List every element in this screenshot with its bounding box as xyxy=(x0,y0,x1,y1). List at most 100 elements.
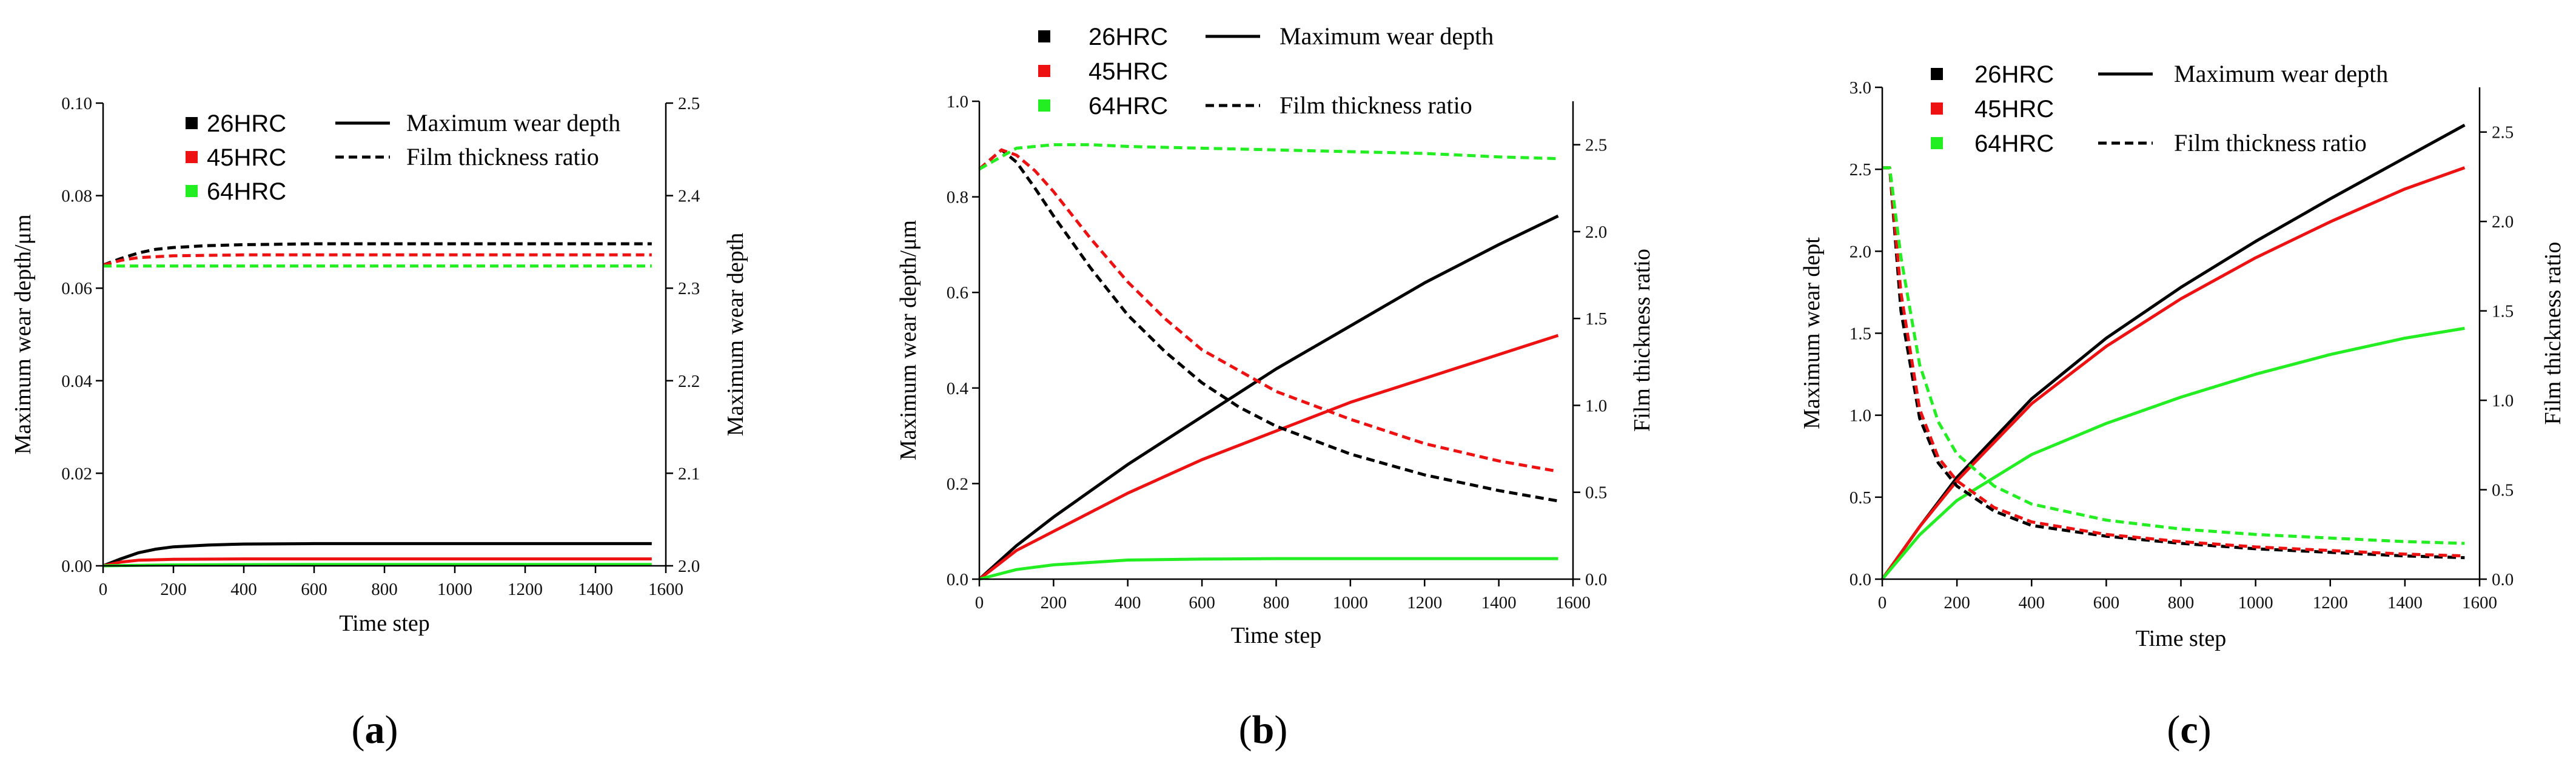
legend-marker-45HRC xyxy=(1931,102,1943,115)
y-axis-title-left: Maximum wear dept xyxy=(1799,237,1825,429)
legend-label-26HRC: 26HRC xyxy=(1974,61,2054,88)
x-axis-title: Time step xyxy=(339,611,430,636)
legend-marker-64HRC xyxy=(1931,137,1943,149)
y-axis-title-left: Maximum wear depth/μm xyxy=(10,214,36,454)
legend-film-thickness-label: Film thickness ratio xyxy=(1280,92,1472,119)
y-tick-label-right: 0.0 xyxy=(2492,570,2514,589)
legend-marker-64HRC xyxy=(1038,99,1050,112)
y-tick-label-left: 0.4 xyxy=(947,379,969,398)
x-tick-label: 400 xyxy=(1115,593,1141,613)
x-tick-label: 800 xyxy=(371,580,398,599)
legend-marker-64HRC xyxy=(186,185,198,197)
series-line-a-0 xyxy=(102,542,652,568)
x-tick-label: 1000 xyxy=(1333,593,1368,613)
series-line-c-0 xyxy=(1880,124,2466,580)
legend-marker-26HRC xyxy=(1931,68,1943,80)
legend-wear-depth-label: Maximum wear depth xyxy=(1280,22,1494,50)
series-line-c-3 xyxy=(1882,166,2465,560)
x-tick-label: 400 xyxy=(2019,593,2045,613)
series-line-b-1 xyxy=(978,334,1559,580)
x-tick-label: 400 xyxy=(230,580,257,599)
legend-marker-45HRC xyxy=(186,151,198,163)
y-tick-label-left: 0.0 xyxy=(947,570,968,589)
x-tick-label: 0 xyxy=(99,580,108,599)
legend-film-thickness-label: Film thickness ratio xyxy=(2174,129,2367,156)
x-tick-label: 1600 xyxy=(2462,593,2497,613)
x-tick-label: 600 xyxy=(1189,593,1215,613)
y-axis-title-right: Film thickness ratio xyxy=(1629,249,1655,432)
series-line-b-5 xyxy=(978,143,1558,170)
y-tick-label-right: 1.0 xyxy=(2492,391,2514,411)
legend-label-64HRC: 64HRC xyxy=(1088,93,1168,119)
x-tick-label: 800 xyxy=(1263,593,1290,613)
series-line-b-3 xyxy=(978,148,1558,503)
y-tick-label-right: 2.0 xyxy=(1585,223,1607,242)
legend-label-26HRC: 26HRC xyxy=(207,110,286,137)
x-tick-label: 600 xyxy=(301,580,327,599)
series-line-a-4 xyxy=(102,253,652,267)
y-tick-label-left: 0.2 xyxy=(947,474,968,494)
y-tick-label-right: 2.5 xyxy=(678,94,700,113)
series-line-c-2 xyxy=(1881,326,2465,580)
x-tick-label: 1000 xyxy=(437,580,472,599)
y-tick-label-left: 0.0 xyxy=(1850,570,1871,589)
legend-label-64HRC: 64HRC xyxy=(1974,130,2054,157)
y-tick-label-right: 2.4 xyxy=(678,187,700,206)
y-axis-title-right: Maximum wear depth xyxy=(723,233,748,437)
legend-wear-depth-label: Maximum wear depth xyxy=(406,109,620,136)
series-line-a-1 xyxy=(102,557,652,568)
legend-label-64HRC: 64HRC xyxy=(207,178,286,205)
y-tick-label-left: 1.0 xyxy=(947,92,968,112)
x-tick-label: 0 xyxy=(1878,593,1887,613)
x-tick-label: 200 xyxy=(160,580,187,599)
y-tick-label-right: 2.1 xyxy=(678,464,700,483)
y-tick-label-left: 1.5 xyxy=(1850,324,1871,344)
y-tick-label-right: 2.5 xyxy=(1585,136,1607,155)
y-tick-label-left: 0.5 xyxy=(1850,488,1871,508)
y-tick-label-left: 0.04 xyxy=(61,372,92,391)
y-tick-label-left: 0.02 xyxy=(61,464,92,483)
legend-label-26HRC: 26HRC xyxy=(1088,24,1168,50)
y-tick-label-left: 1.0 xyxy=(1850,406,1871,426)
x-tick-label: 0 xyxy=(975,593,984,613)
legend-label-45HRC: 45HRC xyxy=(1974,96,2054,123)
y-tick-label-left: 0.8 xyxy=(947,188,968,207)
x-tick-label: 1200 xyxy=(2313,593,2348,613)
y-tick-label-left: 2.5 xyxy=(1850,160,1871,180)
legend-marker-26HRC xyxy=(186,117,198,129)
series-line-c-1 xyxy=(1880,166,2466,580)
panel-label: (c) xyxy=(2167,708,2211,752)
x-tick-label: 600 xyxy=(2093,593,2120,613)
y-tick-label-right: 1.5 xyxy=(2492,302,2514,321)
y-tick-label-left: 0.10 xyxy=(61,94,92,113)
y-tick-label-left: 2.0 xyxy=(1850,242,1871,261)
y-tick-label-right: 0.5 xyxy=(2492,481,2514,500)
y-tick-label-left: 0.08 xyxy=(61,187,92,206)
x-tick-label: 1000 xyxy=(2238,593,2273,613)
y-tick-label-right: 2.0 xyxy=(678,557,700,576)
series-line-b-4 xyxy=(978,148,1558,473)
legend-label-45HRC: 45HRC xyxy=(207,144,286,171)
x-tick-label: 1200 xyxy=(508,580,543,599)
y-tick-label-left: 3.0 xyxy=(1850,78,1871,98)
y-tick-label-left: 0.06 xyxy=(61,279,92,298)
y-tick-label-right: 2.2 xyxy=(678,372,700,391)
series-line-b-0 xyxy=(978,214,1559,580)
x-tick-label: 1200 xyxy=(1407,593,1442,613)
y-tick-label-right: 0.0 xyxy=(1585,570,1607,589)
x-axis-title: Time step xyxy=(2136,626,2227,651)
y-axis-title-right: Film thickness ratio xyxy=(2540,242,2566,425)
y-axis-title-left: Maximum wear depth/μm xyxy=(896,220,921,460)
series-line-c-4 xyxy=(1882,166,2465,558)
y-tick-label-left: 0.00 xyxy=(61,557,92,576)
y-tick-label-right: 1.5 xyxy=(1585,309,1607,329)
y-tick-label-right: 2.3 xyxy=(678,279,700,298)
panel-b: 0 200 400 600 800 1000 1200 1400 1600 0.0 0.2 0.4 0.… xyxy=(896,22,1655,752)
y-tick-label-left: 0.6 xyxy=(947,283,968,303)
panel-c: 0 200 400 600 800 1000 1200 1400 1600 0.0 0.5 1.0 1.… xyxy=(1799,60,2566,752)
x-tick-label: 200 xyxy=(1041,593,1067,613)
panel-a: 0 200 400 600 800 1000 1200 1400 1600 0.00 0.02 0.0… xyxy=(10,94,748,752)
panel-label: (a) xyxy=(352,708,398,752)
x-tick-label: 1400 xyxy=(1481,593,1517,613)
